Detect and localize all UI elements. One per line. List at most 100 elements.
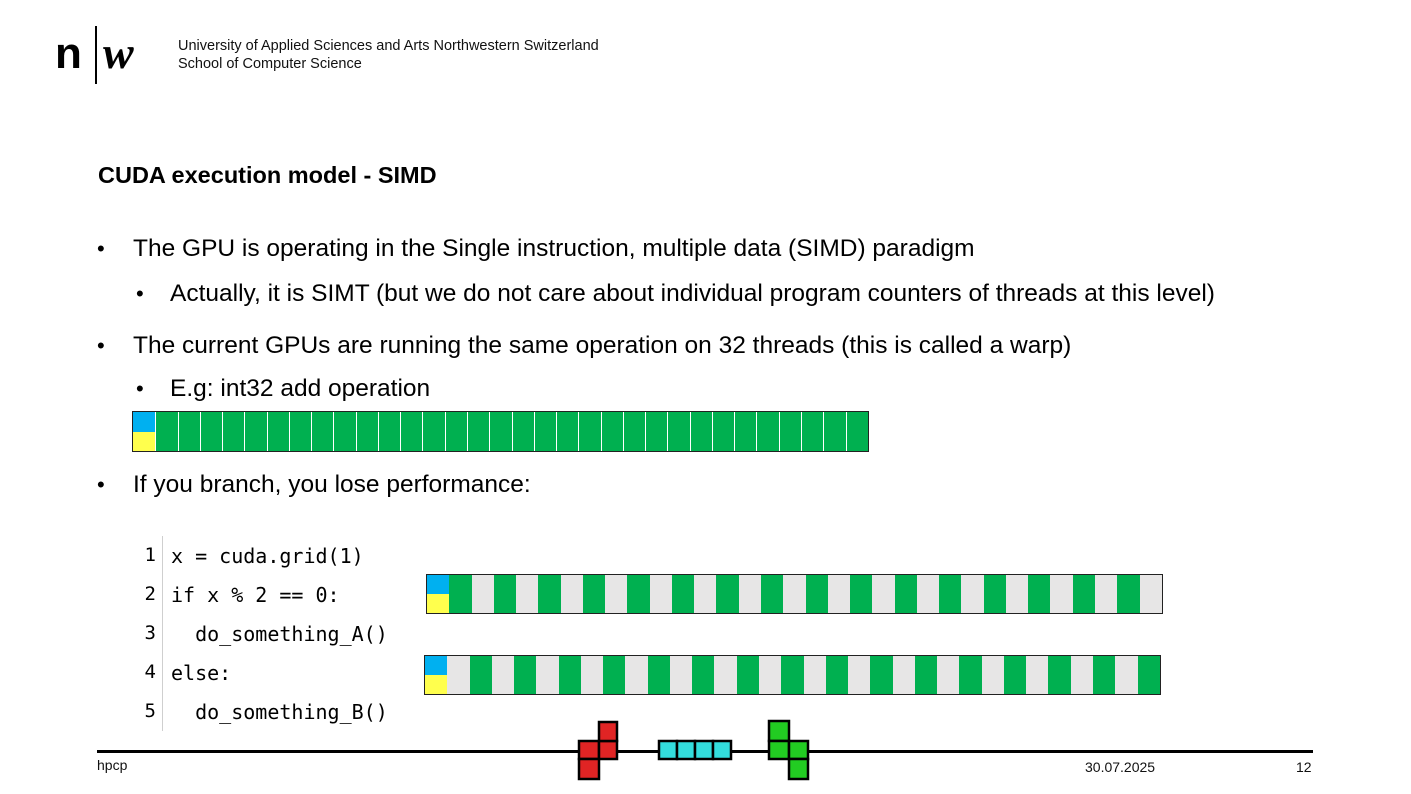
line-number: 2 [142, 575, 163, 614]
code-line: 3 do_something_A() [142, 614, 388, 653]
code-text: do_something_B() [171, 699, 388, 724]
instruction-indicator-bottom [425, 675, 448, 694]
code-block: 1 x = cuda.grid(1) 2 if x % 2 == 0: 3 do… [142, 536, 388, 731]
thread-cell-active [823, 412, 846, 451]
sub-bullet-1: Actually, it is SIMT (but we do not care… [170, 280, 1215, 307]
thread-cell-active [578, 412, 601, 451]
thread-cell-active [805, 575, 828, 613]
thread-cell-idle [872, 575, 895, 613]
code-text: x = cuda.grid(1) [171, 543, 364, 568]
thread-cell-idle [516, 575, 539, 613]
footer-left-label: hpcp [97, 757, 128, 773]
thread-cell-active [449, 575, 472, 613]
thread-cell-active [514, 656, 537, 694]
code-text: do_something_A() [171, 621, 388, 646]
thread-cell-idle [536, 656, 559, 694]
thread-cell-active [600, 412, 623, 451]
line-number: 1 [142, 536, 163, 575]
thread-cell-active [645, 412, 668, 451]
thread-cell-idle [783, 575, 806, 613]
thread-cell-idle [560, 575, 583, 613]
thread-cell-active [1092, 656, 1116, 694]
instruction-indicator [427, 575, 450, 613]
thread-cell-active [800, 412, 824, 451]
thread-cell-idle [1070, 656, 1093, 694]
thread-cell-idle [1005, 575, 1029, 613]
instruction-indicator-top [133, 412, 156, 432]
thread-cell-active [689, 412, 712, 451]
instruction-indicator [425, 656, 448, 694]
thread-cell-active [983, 575, 1006, 613]
thread-cell-active [582, 575, 606, 613]
thread-cell-active [538, 575, 561, 613]
fhnw-logo: n w [55, 26, 134, 84]
bullet-1: The GPU is operating in the Single instr… [133, 235, 975, 262]
thread-cell-active [311, 412, 334, 451]
footer-date: 30.07.2025 [1085, 759, 1156, 775]
thread-cell-idle [937, 656, 960, 694]
thread-cell-idle [1094, 575, 1118, 613]
bullet-marker: • [97, 472, 105, 497]
thread-cell-active [288, 412, 312, 451]
thread-cell-idle [694, 575, 717, 613]
thread-cell-active [760, 575, 784, 613]
thread-cell-active [716, 575, 739, 613]
thread-cell-active [444, 412, 467, 451]
thread-cell-active [1003, 656, 1027, 694]
bullet-2: The current GPUs are running the same op… [133, 332, 1072, 359]
thread-cell-active [466, 412, 490, 451]
tetris-decoration [577, 719, 810, 781]
thread-cell-active [1117, 575, 1140, 613]
thread-cell-active [1137, 656, 1160, 694]
thread-cell-active [914, 656, 938, 694]
slide-title: CUDA execution model - SIMD [98, 162, 437, 188]
code-line: 2 if x % 2 == 0: [142, 575, 388, 614]
thread-cell-active [177, 412, 200, 451]
instruction-indicator-bottom [133, 431, 156, 451]
thread-cell-idle [961, 575, 984, 613]
bullet-3: If you branch, you lose performance: [133, 471, 531, 498]
code-line: 1 x = cuda.grid(1) [142, 536, 388, 575]
thread-cell-active [355, 412, 378, 451]
thread-cell-idle [827, 575, 851, 613]
code-line: 5 do_something_B() [142, 692, 388, 731]
thread-cell-idle [649, 575, 672, 613]
thread-cell-idle [669, 656, 693, 694]
line-number: 3 [142, 614, 163, 653]
thread-cell-active [667, 412, 690, 451]
thread-cell-active [781, 656, 804, 694]
thread-cell-active [671, 575, 695, 613]
bullet-marker: • [97, 236, 105, 261]
thread-cell-idle [981, 656, 1004, 694]
thread-cell-active [1028, 575, 1051, 613]
thread-cell-active [493, 575, 517, 613]
thread-cell-idle [738, 575, 761, 613]
instruction-indicator-top [427, 575, 450, 594]
thread-cell-idle [605, 575, 628, 613]
thread-cell-idle [916, 575, 940, 613]
thread-cell-active [647, 656, 670, 694]
code-text: if x % 2 == 0: [171, 582, 340, 607]
instruction-indicator [133, 412, 156, 451]
thread-cell-active [603, 656, 626, 694]
thread-cell-active [734, 412, 757, 451]
line-number: 4 [142, 653, 163, 692]
svg-text:n: n [55, 29, 82, 78]
thread-cell-active [711, 412, 735, 451]
thread-cell-active [266, 412, 289, 451]
thread-cell-active [377, 412, 401, 451]
thread-cell-active [333, 412, 356, 451]
svg-text:w: w [103, 27, 134, 78]
thread-cell-active [155, 412, 178, 451]
thread-cell-active [736, 656, 759, 694]
thread-cell-idle [1115, 656, 1138, 694]
thread-cell-active [558, 656, 581, 694]
thread-cell-active [692, 656, 715, 694]
institution-name: University of Applied Sciences and Arts … [178, 38, 599, 73]
thread-cell-idle [471, 575, 494, 613]
instruction-indicator-bottom [427, 594, 450, 613]
thread-cell-active [489, 412, 512, 451]
warp-bar-all-active [132, 411, 869, 452]
thread-cell-idle [1139, 575, 1162, 613]
thread-cell-active [222, 412, 245, 451]
